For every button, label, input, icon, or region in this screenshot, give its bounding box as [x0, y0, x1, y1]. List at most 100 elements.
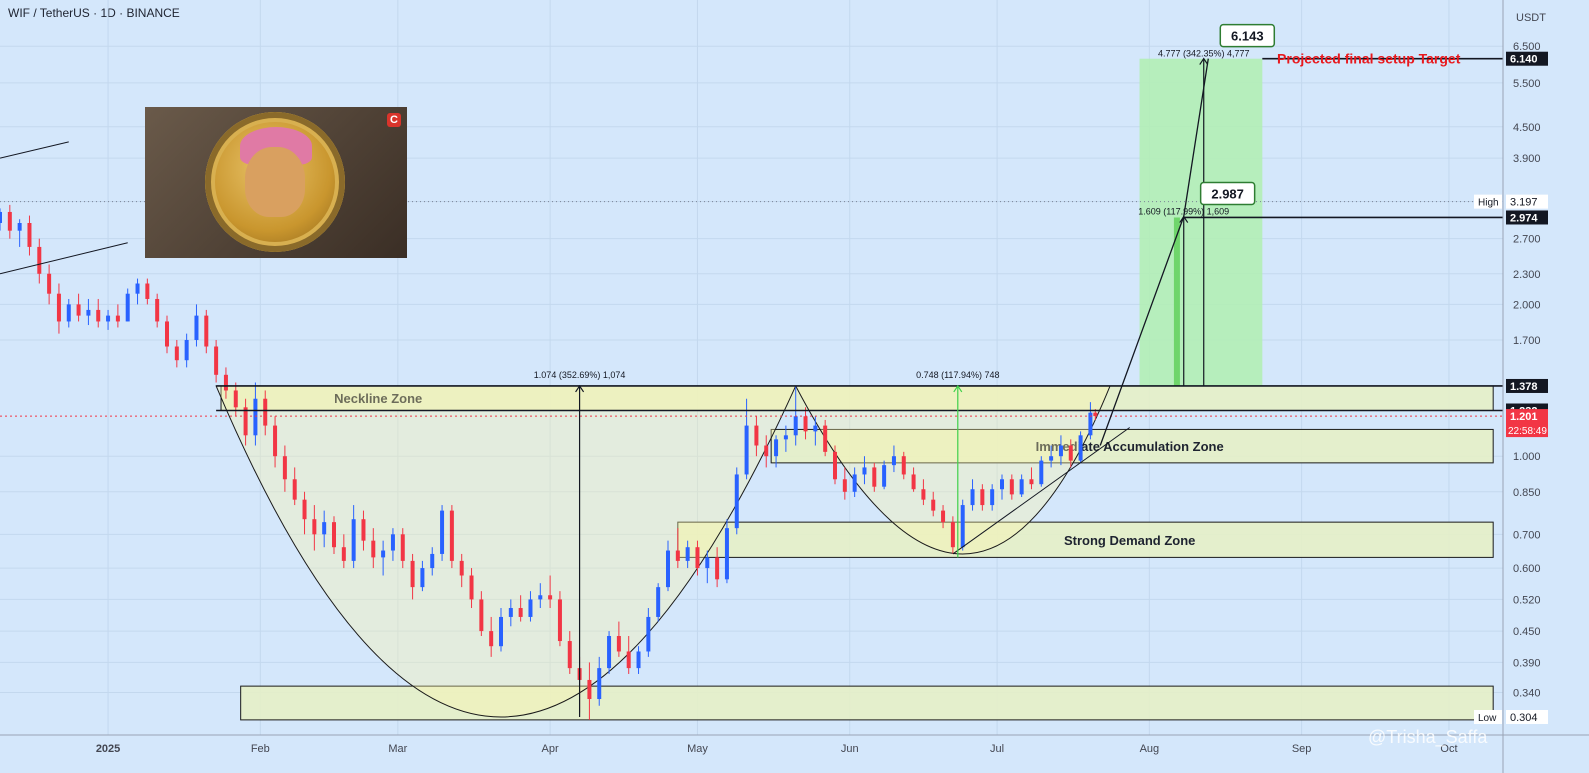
candle-body — [135, 283, 140, 294]
target-annotation: Projected final setup Target — [1277, 51, 1461, 67]
measure-arrow — [575, 384, 585, 393]
candle-body — [508, 608, 513, 617]
y-tick-label: 0.340 — [1513, 687, 1541, 699]
candle-body — [459, 560, 464, 576]
candle-body — [332, 522, 336, 548]
measure-label: 0.748 (117.94%) 748 — [916, 370, 999, 380]
candle-body — [1009, 479, 1014, 495]
candle-body — [0, 211, 2, 224]
candle-body — [1039, 460, 1044, 485]
callout-value: 6.143 — [1231, 29, 1264, 44]
candle-body — [970, 489, 975, 506]
y-tick-label: 1.000 — [1513, 451, 1541, 463]
x-tick-label: Oct — [1440, 743, 1457, 755]
candle-body — [1093, 412, 1098, 417]
wif-coin-image: C — [145, 107, 407, 258]
candle-body — [115, 315, 120, 322]
candle-body — [449, 510, 454, 561]
side-tag-text: High — [1478, 198, 1499, 209]
candle-body — [341, 547, 346, 561]
candle-body — [204, 315, 209, 347]
candle-body — [125, 293, 130, 322]
y-tick-label: 6.500 — [1513, 41, 1541, 53]
x-tick-label: Mar — [388, 743, 407, 755]
candle-body — [76, 304, 81, 316]
candle-body — [17, 223, 22, 231]
candle-body — [440, 510, 445, 554]
measure-label: 4.777 (342.35%) 4,777 — [1158, 49, 1250, 59]
y-tick-label: 0.520 — [1513, 594, 1541, 606]
candle-body — [273, 425, 278, 457]
price-tag — [1506, 378, 1548, 393]
labels: 1.074 (352.69%) 1,074 0.748 (117.94%) 748… — [534, 23, 1461, 380]
x-tick-label: 2025 — [96, 743, 120, 755]
candle-body — [607, 636, 612, 669]
y-tick-label: 0.390 — [1513, 657, 1541, 669]
candle-body — [823, 425, 828, 452]
trendline — [0, 141, 69, 159]
candle-body — [361, 519, 366, 541]
candle-body — [400, 534, 405, 561]
candle-body — [950, 522, 955, 548]
candle-body — [744, 425, 749, 475]
trendline — [0, 242, 128, 275]
candle-body — [616, 636, 621, 652]
candle-body — [764, 445, 769, 457]
countdown-text: 22:58:49 — [1508, 426, 1547, 437]
y-tick-label: 2.300 — [1513, 269, 1541, 281]
candle-body — [656, 587, 661, 617]
callout-value: 2.987 — [1211, 187, 1244, 202]
candle-body — [1058, 445, 1063, 457]
candle-body — [941, 510, 946, 523]
x-tick-label: Jun — [841, 743, 859, 755]
price-tag — [1506, 210, 1548, 225]
candle-body — [724, 528, 729, 580]
candle-body — [390, 534, 395, 551]
candle-body — [597, 668, 602, 700]
candle-body — [528, 599, 533, 617]
candle-body — [587, 679, 592, 700]
candle-body — [410, 560, 415, 588]
candle-body — [911, 474, 916, 490]
projection-path — [1099, 58, 1209, 446]
candle-body — [233, 390, 238, 408]
candle-body — [833, 451, 837, 480]
candle-body — [145, 283, 150, 299]
candle-body — [872, 467, 877, 487]
y-tick-label: 3.900 — [1513, 153, 1541, 165]
candle-body — [7, 211, 12, 231]
y-tick-label: 4.500 — [1513, 122, 1541, 134]
candle-body — [430, 553, 435, 569]
x-tick-label: May — [687, 743, 708, 755]
y-tick-label: 0.450 — [1513, 626, 1541, 638]
measure-label: 1.074 (352.69%) 1,074 — [534, 370, 626, 380]
candle-body — [960, 505, 965, 548]
candle-body — [351, 519, 356, 561]
zone-label: Strong Demand Zone — [1064, 533, 1195, 548]
candle-body — [243, 407, 248, 436]
price-tag-text: 1.378 — [1510, 381, 1538, 393]
price-tag — [1506, 51, 1548, 66]
candle-body — [27, 223, 32, 247]
candle-body — [557, 599, 562, 642]
zone-box — [770, 428, 1494, 464]
dog-face-icon — [245, 147, 305, 217]
candle-body — [567, 641, 572, 669]
candle-body — [184, 339, 189, 361]
candle-body — [420, 568, 425, 588]
price-tag-text: 6.140 — [1510, 54, 1538, 66]
candle-body — [646, 616, 651, 652]
candle-body — [1068, 445, 1073, 461]
candle-body — [302, 499, 307, 520]
y-tick-label: 5.500 — [1513, 78, 1541, 90]
price-tag-text: 3.197 — [1510, 197, 1538, 209]
side-tag-text: Low — [1478, 713, 1497, 724]
candle-body — [518, 608, 523, 617]
measure-arrow — [953, 384, 963, 393]
candle-body — [793, 416, 798, 436]
candle-body — [931, 499, 936, 511]
price-tag-text: 0.304 — [1510, 712, 1538, 724]
candle-body — [86, 309, 91, 316]
candle-body — [371, 540, 376, 558]
